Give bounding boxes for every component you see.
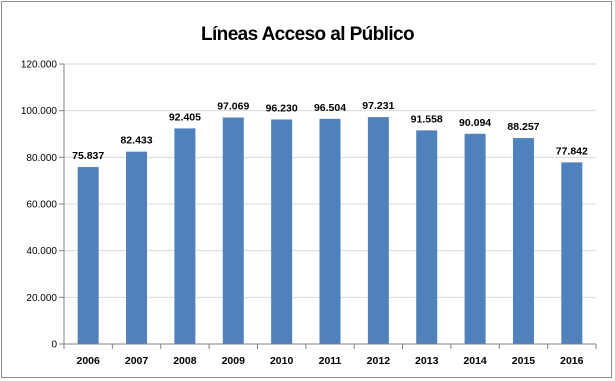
bar <box>271 119 293 344</box>
bar <box>174 128 196 344</box>
bar <box>416 130 438 344</box>
data-labels: 75.837 82.433 92.405 97.069 96.230 96.504 97.2… <box>72 100 588 162</box>
y-axis-ticks: 0 20.000 40.000 60.000 80.000 100.000 120.000 <box>21 60 64 351</box>
x-tick-label: 2012 <box>367 355 391 367</box>
data-label: 96.504 <box>314 102 346 114</box>
x-tick-label: 2006 <box>77 355 101 367</box>
data-label: 77.842 <box>556 145 588 157</box>
y-tick-label: 40.000 <box>26 246 57 257</box>
y-tick-label: 100.000 <box>21 106 58 117</box>
x-tick-label: 2015 <box>512 355 536 367</box>
chart-title: Líneas Acceso al Público <box>201 24 415 45</box>
data-label: 91.558 <box>411 113 443 125</box>
x-tick-label: 2016 <box>560 355 584 367</box>
bar <box>126 151 148 344</box>
x-tick-label: 2010 <box>270 355 294 367</box>
y-tick-label: 20.000 <box>26 293 57 304</box>
data-label: 82.433 <box>120 135 152 147</box>
y-tick-label: 0 <box>51 340 57 351</box>
bar <box>319 118 341 344</box>
bar <box>367 117 389 344</box>
y-tick-label: 60.000 <box>26 200 57 211</box>
x-tick-label: 2008 <box>173 355 197 367</box>
x-tick-label: 2011 <box>319 355 342 367</box>
bars <box>77 117 583 344</box>
data-label: 92.405 <box>169 111 201 123</box>
bar <box>77 167 99 344</box>
bar <box>561 162 583 344</box>
data-label: 97.231 <box>362 100 394 112</box>
x-tick-label: 2013 <box>415 355 439 367</box>
data-label: 96.230 <box>266 102 298 114</box>
data-label: 75.837 <box>72 150 104 162</box>
y-tick-label: 120.000 <box>21 60 58 71</box>
data-label: 88.257 <box>507 121 539 133</box>
data-label: 97.069 <box>217 101 249 113</box>
y-tick-label: 80.000 <box>26 153 57 164</box>
x-axis-labels: 2006 2007 2008 2009 2010 2011 2012 2013 2014 2015… <box>63 344 597 367</box>
x-tick-label: 2014 <box>463 355 487 367</box>
bar <box>512 138 534 344</box>
bar <box>222 117 244 344</box>
bar <box>464 133 486 344</box>
x-tick-label: 2009 <box>222 355 246 367</box>
x-tick-label: 2007 <box>125 355 149 367</box>
data-label: 90.094 <box>459 117 491 129</box>
